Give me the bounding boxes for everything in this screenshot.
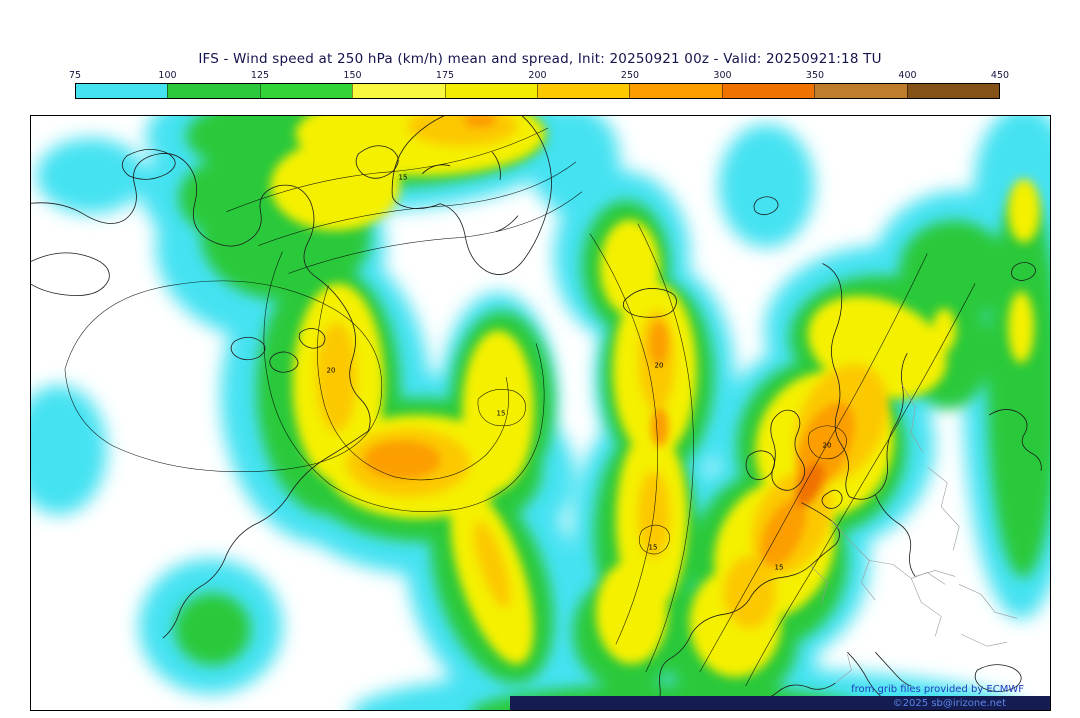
attribution-copyright: ©2025 sb@irizone.net: [892, 698, 1006, 709]
colorbar-tick-175: 175: [435, 70, 455, 81]
colorbar-segment-125-150: [259, 84, 353, 98]
colorbar-tick-450: 450: [990, 70, 1010, 81]
colorbar-tick-300: 300: [713, 70, 732, 81]
map-frame: 15 20 15 20 15 20 15 from grib files provided …: [30, 115, 1051, 711]
colorbar-segment-400-450: [906, 84, 1000, 98]
colorbar-tick-250: 250: [620, 70, 640, 81]
band-250-layer: [364, 116, 855, 566]
colorbar-tick-75: 75: [68, 70, 82, 81]
country-borders: [810, 384, 1018, 684]
attribution-provider: from grib files provided by ECMWF: [851, 684, 1024, 695]
band-300-layer: [795, 462, 824, 507]
wind-speed-field: [31, 116, 1050, 710]
colorbar-tick-400: 400: [898, 70, 917, 81]
colorbar-segments: [75, 83, 1000, 99]
attribution-bar: [510, 696, 1050, 710]
isotach-contours: [64, 127, 976, 687]
colorbar-segment-150-175: [352, 84, 445, 98]
colorbar-tick-200: 200: [528, 70, 547, 81]
colorbar-tick-150: 150: [343, 70, 362, 81]
chart-title: IFS - Wind speed at 250 hPa (km/h) mean …: [198, 51, 882, 67]
colorbar-segment-75-100: [76, 84, 168, 98]
colorbar-segment-350-400: [814, 84, 907, 98]
colorbar-segment-300-350: [721, 84, 815, 98]
colorbar-segment-250-300: [629, 84, 722, 98]
colorbar-segment-200-250: [537, 84, 630, 98]
colorbar-tick-350: 350: [805, 70, 825, 81]
coastlines: [31, 116, 1042, 710]
colorbar-segment-175-200: [444, 84, 538, 98]
colorbar-ticks: 75 100 125 150 175 200 250 300 350 400 450: [69, 70, 1009, 83]
wind-map: [31, 116, 1050, 710]
colorbar-tick-100: 100: [158, 70, 177, 81]
colorbar: 75 100 125 150 175 200 250 300 350 400 450: [69, 70, 1009, 99]
colorbar-tick-125: 125: [250, 70, 270, 81]
colorbar-segment-100-125: [167, 84, 260, 98]
